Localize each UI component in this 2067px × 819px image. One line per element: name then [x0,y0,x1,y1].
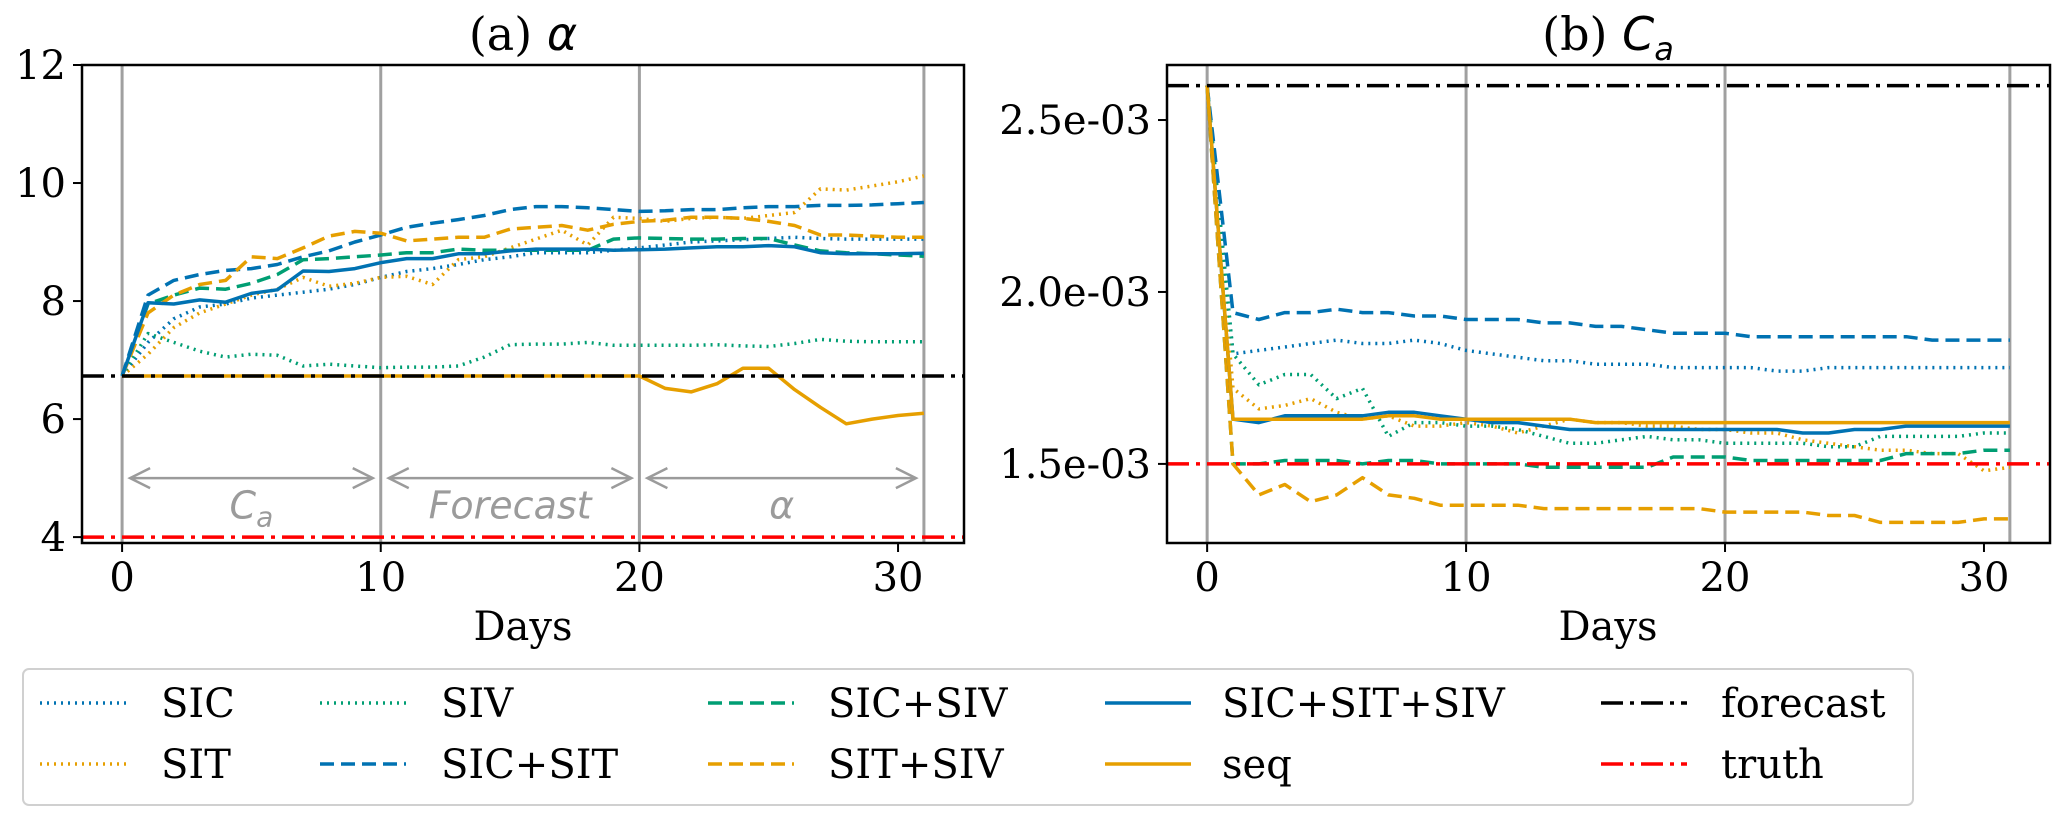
legend-item-sit-siv: SIT+SIV [708,742,1005,788]
legend-item-sit: SIT [40,742,231,788]
panel-alpha-ytick-label: 12 [15,43,66,89]
legend-label: SIC [161,681,235,727]
panel-alpha-series-sic-sit [120,200,924,377]
arrow-head-right-icon [895,466,919,490]
legend-item-seq: seq [1105,742,1292,788]
legend-label: truth [1721,742,1824,788]
panel-alpha-ytick-label: 4 [41,515,66,561]
panel-ca-axes-frame [1165,63,2052,545]
panel-alpha-axes-frame [80,63,966,545]
phase-label: Ca [230,484,274,534]
panel-alpha-title: (a) α [469,7,577,61]
panel-ca-title: (b) Ca [1542,7,1674,68]
panel-alpha-plot: Ca Forecast α 0 10 20 30 4 6 8 10 12 [15,43,966,601]
phase-annotation: Ca [127,466,376,534]
phase-label: α [769,484,794,528]
panel-ca-series-sit-siv [1205,85,2010,525]
panel-alpha-series-sit-siv [120,215,924,377]
phase-label: Forecast [429,484,594,528]
arrow-head-right-icon [610,466,635,490]
panel-ca-series-sic-siv [1205,85,2010,470]
legend-label: SIC+SIV [828,681,1009,727]
panel-ca-series-sic [1205,85,2010,373]
panel-alpha-series-sic [120,235,924,378]
arrow-head-left-icon [385,466,410,490]
legend-item-sic: SIC [40,681,235,727]
legend: SIC SIT SIV SIC+SIT SIC+SIV SIT+SIV SIC+SIT+SI… [22,668,1914,806]
panel-ca-ytick-label: 2.5e-03 [999,98,1151,144]
panel-ca-series-seq [1205,85,2010,425]
panel-ca-series-sic-sit-siv [1205,85,2010,435]
legend-label: forecast [1721,681,1886,727]
panel-ca-ytick-label: 2.0e-03 [999,270,1151,316]
panel-ca: (b) Ca 0 10 20 30 1.5e-03 2.0e-03 2.5e-03 Days [999,7,2052,650]
arrow-head-left-icon [644,466,668,490]
phase-annotation: α [644,466,919,528]
panel-alpha-series-sic-sit-siv [120,243,924,377]
panel-ca-data-area [1167,65,2050,543]
panel-alpha-xtick-label: 30 [873,555,924,601]
arrow-head-right-icon [352,466,376,490]
panel-alpha-ytick-label: 10 [15,161,66,207]
legend-label: SIV [441,681,514,727]
panel-ca-ytick-label: 1.5e-03 [999,442,1151,488]
panel-ca-xtick-label: 0 [1194,555,1219,601]
legend-label: SIT [161,742,231,788]
panel-ca-xtick-label: 20 [1700,555,1751,601]
legend-item-forecast: forecast [1601,681,1886,727]
panel-ca-series-siv [1205,85,2010,449]
panel-alpha-ytick-label: 8 [41,279,66,325]
legend-item-sic-sit-siv: SIC+SIT+SIV [1105,681,1506,727]
panel-alpha-xtick-label: 0 [109,555,134,601]
legend-item-sic-siv: SIC+SIV [708,681,1009,727]
panel-alpha-series-siv [120,331,924,377]
legend-label: SIC+SIT+SIV [1222,681,1506,727]
panel-alpha-ytick-label: 6 [41,397,66,443]
legend-label: SIC+SIT [441,742,619,788]
legend-frame [22,668,1914,806]
panel-alpha-data-area: Ca Forecast α [82,65,964,543]
panel-alpha-xtick-label: 10 [355,555,406,601]
legend-item-truth: truth [1601,742,1824,788]
panel-alpha: (a) α Ca Forecast α 0 10 20 30 4 6 8 10 12 Days [15,7,966,650]
panel-alpha-xtick-label: 20 [614,555,665,601]
legend-label: seq [1222,742,1292,788]
panel-ca-xlabel: Days [1558,604,1657,650]
panel-ca-xtick-label: 30 [1959,555,2010,601]
legend-item-sic-sit: SIC+SIT [320,742,619,788]
legend-item-siv: SIV [320,681,514,727]
phase-annotation: Forecast [385,466,635,528]
panel-alpha-xlabel: Days [473,604,572,650]
panel-ca-series-sit [1205,85,2011,473]
panel-ca-series-sic-sit [1205,85,2010,342]
panel-ca-plot: 0 10 20 30 1.5e-03 2.0e-03 2.5e-03 [999,63,2052,601]
arrow-head-left-icon [127,466,151,490]
legend-label: SIT+SIV [828,742,1005,788]
panel-ca-xtick-label: 10 [1441,555,1492,601]
